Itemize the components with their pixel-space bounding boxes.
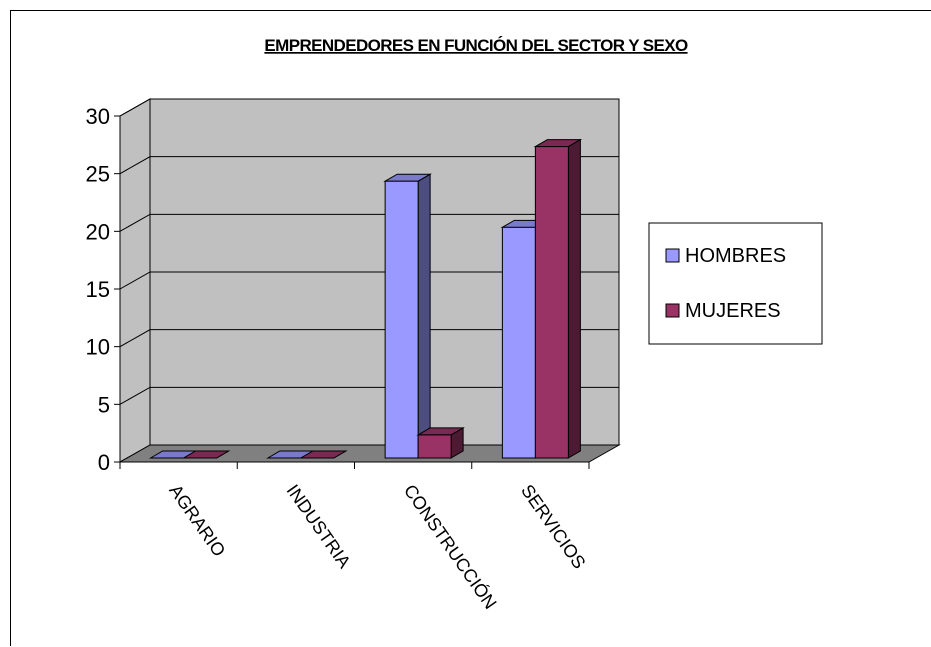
gridline (119, 213, 619, 232)
y-axis: 0 5 10 15 20 25 30 (86, 104, 121, 475)
y-tick-label: 0 (98, 450, 110, 475)
gridlines (119, 98, 619, 405)
bar-chart: EMPRENDEDORES EN FUNCIÓN DEL SECTOR Y SE… (86, 36, 823, 613)
x-tick-label: CONSTRUCCIÓN (400, 480, 502, 612)
bar-top (181, 450, 231, 459)
legend-label-hombres: HOMBRES (685, 245, 786, 267)
legend-label-mujeres: MUJERES (685, 300, 781, 322)
bar-side (567, 138, 581, 459)
legend: HOMBRES MUJERES (648, 222, 823, 345)
y-tick-label: 10 (86, 335, 110, 360)
chart-title: EMPRENDEDORES EN FUNCIÓN DEL SECTOR Y SE… (264, 36, 688, 55)
bar-front (384, 180, 419, 459)
y-tick-label: 25 (86, 162, 110, 187)
bar-top (299, 450, 348, 459)
gridline (119, 329, 619, 348)
gridline (119, 98, 619, 117)
x-axis: AGRARIO INDUSTRIA CONSTRUCCIÓN SERVICIOS (119, 461, 590, 613)
bar-mujeres-industria (299, 450, 348, 459)
bar-hombres-construcción (383, 173, 432, 459)
gridline (119, 386, 619, 405)
bar-mujeres-servicios (533, 138, 583, 459)
x-tick-label: AGRARIO (165, 481, 229, 560)
bar-front (417, 434, 452, 459)
bar-mujeres-agrario (181, 450, 231, 459)
legend-box (648, 222, 823, 345)
x-tick-label: SERVICIOS (517, 481, 589, 573)
bar-side (417, 173, 431, 459)
legend-swatch-hombres (665, 248, 680, 263)
y-tick-label: 20 (86, 219, 110, 244)
bar-mujeres-construcción (416, 427, 465, 459)
bar-front (501, 226, 536, 459)
gridline (119, 271, 619, 290)
y-tick-label: 15 (86, 277, 110, 302)
bars (148, 138, 583, 459)
x-tick-label: INDUSTRIA (283, 481, 355, 572)
gridline (119, 156, 619, 175)
chart-area: EMPRENDEDORES EN FUNCIÓN DEL SECTOR Y SE… (10, 10, 931, 646)
legend-swatch-mujeres (665, 303, 680, 318)
y-tick-label: 30 (86, 104, 110, 129)
bar-front (534, 146, 569, 459)
y-tick-label: 5 (98, 392, 110, 417)
